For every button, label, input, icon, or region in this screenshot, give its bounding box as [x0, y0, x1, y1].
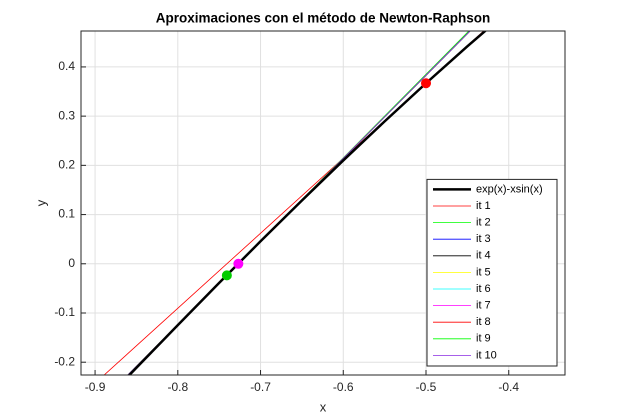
x-tick-label: -0.9	[85, 380, 106, 394]
legend-label: exp(x)-xsin(x)	[476, 183, 543, 195]
x-tick-label: -0.5	[416, 380, 437, 394]
y-tick-label: 0.4	[58, 59, 75, 73]
plot-lines	[103, 31, 488, 375]
y-tick-label: -0.2	[54, 354, 75, 368]
x-tick-label: -0.6	[333, 380, 354, 394]
y-tick-label: -0.1	[54, 305, 75, 319]
legend-label: it 2	[476, 217, 491, 229]
y-tick-label: 0.1	[58, 207, 75, 221]
x-tick-label: -0.7	[250, 380, 271, 394]
series-line	[127, 31, 488, 375]
x-tick-label: -0.4	[498, 380, 519, 394]
legend-label: it 1	[476, 200, 491, 212]
iteration-point	[221, 270, 232, 281]
x-tick-label: -0.8	[167, 380, 188, 394]
legend-label: it 8	[476, 316, 491, 328]
legend-label: it 9	[476, 333, 491, 345]
legend-label: it 3	[476, 233, 491, 245]
iteration-point	[421, 78, 432, 89]
legend-label: it 10	[476, 349, 497, 361]
x-axis-label: x	[320, 399, 327, 414]
y-axis-label: y	[33, 199, 48, 206]
iteration-point	[233, 258, 244, 269]
legend-label: it 7	[476, 300, 491, 312]
legend-label: it 5	[476, 266, 491, 278]
y-tick-label: 0.2	[58, 158, 75, 172]
legend-label: it 6	[476, 283, 491, 295]
legend-label: it 4	[476, 250, 491, 262]
axes-box	[80, 30, 566, 376]
y-tick-label: 0.3	[58, 108, 75, 122]
chart-title: Aproximaciones con el método de Newton-R…	[156, 11, 491, 26]
y-tick-label: 0	[68, 256, 75, 270]
